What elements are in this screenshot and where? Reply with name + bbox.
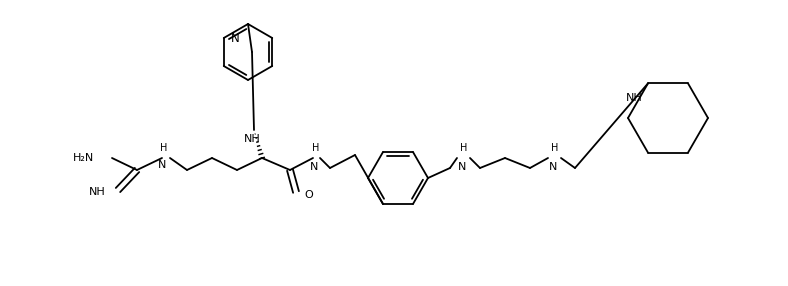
Text: H: H [552, 143, 559, 153]
Text: O: O [304, 190, 313, 200]
Text: N: N [231, 31, 240, 45]
Text: H: H [160, 143, 168, 153]
Text: N: N [458, 162, 466, 172]
Text: H₂N: H₂N [72, 153, 94, 163]
Text: N: N [548, 162, 557, 172]
Text: H: H [460, 143, 468, 153]
Text: NH: NH [89, 187, 106, 197]
Text: NH: NH [626, 93, 643, 103]
Text: N: N [158, 160, 166, 170]
Text: H: H [312, 143, 320, 153]
Text: N: N [310, 162, 318, 172]
Text: NH: NH [243, 134, 260, 144]
